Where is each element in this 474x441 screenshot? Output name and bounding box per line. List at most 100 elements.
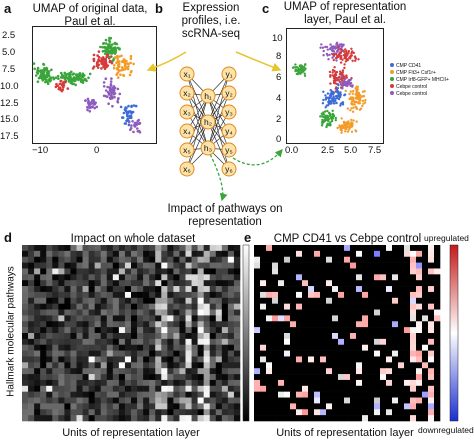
heatmap-cell <box>284 391 291 398</box>
heatmap-cell <box>197 280 204 287</box>
heatmap-cell <box>362 362 369 369</box>
heatmap-cell <box>278 409 285 416</box>
heatmap-cell <box>308 350 315 357</box>
heatmap-cell <box>46 250 53 258</box>
scatter-point <box>335 95 338 98</box>
heatmap-cell <box>428 286 435 293</box>
heatmap-cell <box>209 286 217 293</box>
heatmap-cell <box>380 291 387 299</box>
heatmap-cell <box>161 303 168 310</box>
heatmap-cell <box>314 385 321 392</box>
heatmap-cell <box>344 362 351 369</box>
heatmap-cell <box>290 385 297 392</box>
heatmap-cell <box>422 403 429 410</box>
panel-label-a: a <box>4 1 12 16</box>
heatmap-cell <box>28 274 35 281</box>
heatmap-cell <box>209 362 217 369</box>
heatmap-cell <box>314 374 321 381</box>
heatmap-cell <box>124 415 132 422</box>
scatter-point <box>115 61 118 64</box>
heatmap-cell <box>386 350 393 357</box>
heatmap-cell <box>70 245 77 252</box>
heatmap-cell <box>179 245 186 252</box>
heatmap-cell <box>149 338 156 346</box>
scatter-point <box>339 102 343 105</box>
panel-e-title: CMP CD41 vs Cebpe control <box>273 233 422 245</box>
scatter-point <box>122 58 126 61</box>
heatmap-cell <box>161 262 168 269</box>
panel-a-title-line1: UMAP of original data, <box>32 3 148 15</box>
heatmap-cell <box>374 327 381 334</box>
legend-dot <box>390 91 394 95</box>
heatmap-cell <box>410 309 417 316</box>
panel-c-legend: CMP CD41 CMP Flt3+ Csf1r+ CMP Irf8-GFP+ … <box>390 63 472 98</box>
scatter-point <box>84 78 87 81</box>
heatmap-cell <box>28 291 35 299</box>
heatmap-cell <box>94 333 102 340</box>
heatmap-cell <box>386 280 393 287</box>
heatmap-cell <box>332 397 339 404</box>
heatmap-cell <box>332 409 339 416</box>
heatmap-cell <box>161 344 168 351</box>
scatter-point <box>343 50 346 53</box>
heatmap-cell <box>173 256 180 263</box>
heatmap-cell <box>344 391 351 398</box>
heatmap-cell <box>320 403 327 410</box>
heatmap-cell <box>404 403 411 410</box>
heatmap-cell <box>308 256 315 263</box>
heatmap-cell <box>173 368 180 375</box>
heatmap-cell <box>137 397 144 404</box>
heatmap-cell <box>314 274 321 281</box>
scatter-point <box>349 98 353 101</box>
scatter-point <box>127 65 130 68</box>
heatmap-cell <box>58 409 65 416</box>
heatmap-cell <box>46 274 53 281</box>
heatmap-cell <box>161 327 168 334</box>
scatter-point <box>118 62 121 66</box>
heatmap-cell <box>203 315 211 322</box>
heatmap-cell <box>227 409 235 416</box>
heatmap-cell <box>404 391 411 398</box>
heatmap-cell <box>185 368 192 375</box>
heatmap-cell <box>28 327 35 334</box>
heatmap-cell <box>290 321 297 328</box>
heatmap-cell <box>118 374 126 381</box>
xtick: 5.0 <box>344 145 358 156</box>
heatmap-cell <box>173 350 180 357</box>
scatter-point <box>44 78 48 82</box>
heatmap-cell <box>209 262 217 269</box>
heatmap-cell <box>46 280 53 287</box>
heatmap-cell <box>302 286 309 293</box>
scatter-point <box>324 96 328 100</box>
heatmap-cell <box>392 403 399 410</box>
heatmap-cell <box>338 262 345 269</box>
scatter-point <box>108 55 111 59</box>
heatmap-cell <box>197 362 204 369</box>
heatmap-cell <box>58 268 65 275</box>
heatmap-cell <box>82 403 89 410</box>
heatmap-cell <box>70 403 77 410</box>
heatmap-cell <box>161 256 168 263</box>
scatter-point <box>344 77 347 81</box>
heatmap-cell <box>338 327 345 334</box>
heatmap-cell <box>338 256 345 263</box>
heatmap-cell <box>131 409 138 416</box>
heatmap-cell <box>215 403 223 410</box>
heatmap-cell <box>22 274 29 281</box>
heatmap-cell <box>272 262 279 269</box>
scatter-point <box>321 46 325 49</box>
heatmap-cell <box>314 256 321 263</box>
heatmap-cell <box>143 403 150 410</box>
heatmap-cell <box>398 274 405 281</box>
heatmap-cell <box>112 256 120 263</box>
heatmap-cell <box>209 374 217 381</box>
scatter-point <box>331 97 334 100</box>
heatmap-cell <box>284 274 291 281</box>
heatmap-cell <box>185 286 192 293</box>
heatmap-cell <box>22 303 29 310</box>
heatmap-cell <box>374 256 381 263</box>
heatmap-cell <box>278 391 285 398</box>
legend-dot <box>390 70 394 74</box>
scatter-point <box>324 110 327 113</box>
heatmap-cell <box>422 280 429 287</box>
